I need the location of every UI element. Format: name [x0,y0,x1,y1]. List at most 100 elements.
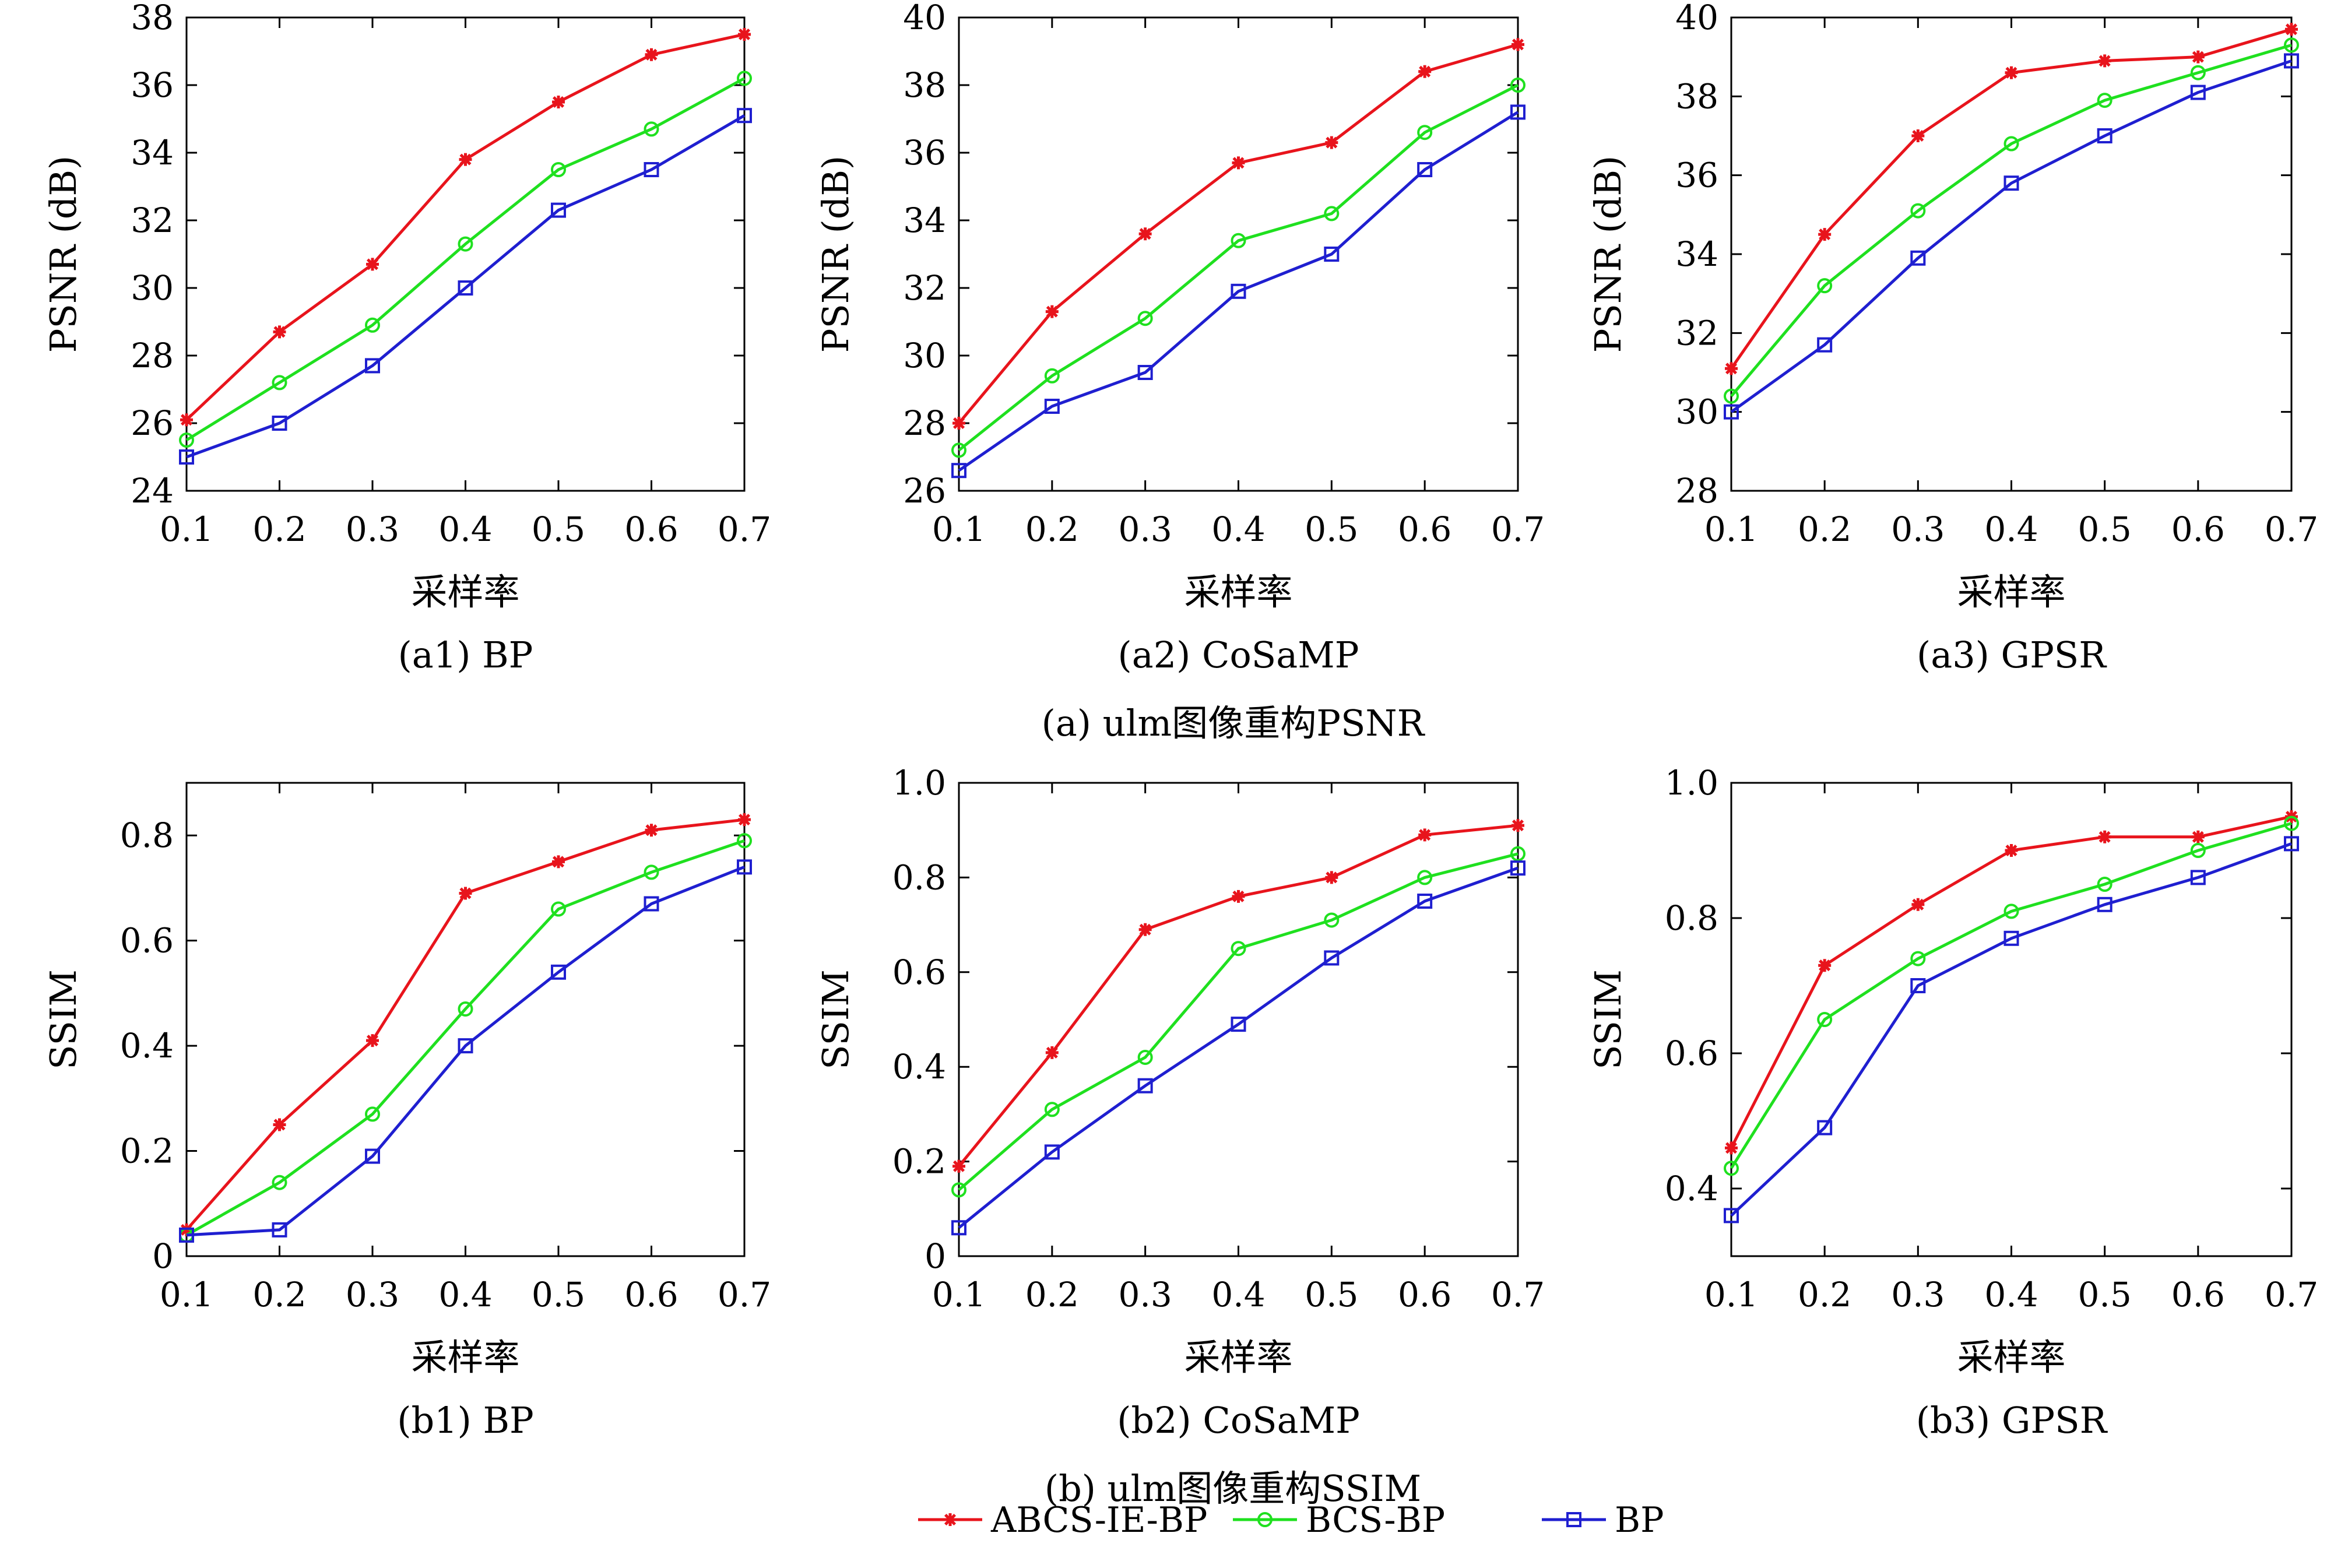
panel-caption: (b2) CoSaMP [1117,1399,1360,1442]
data-point [551,202,566,218]
data-point [1910,250,1926,266]
data-point [2190,65,2206,80]
data-point [1045,1046,1059,1059]
data-point [2098,54,2111,68]
x-tick-label: 0.7 [2265,509,2318,549]
chart-panel: 0.1 0.2 0.3 0.4 0.5 0.6 0.7 24 26 28 30 32 34 36 38 采样率… [42,0,771,676]
group-caption-ssim: (b) ulm图像重构SSIM [1045,1467,1421,1510]
x-tick-label: 0.2 [252,1275,306,1314]
data-point [1044,1144,1060,1160]
data-point [2191,50,2205,64]
y-tick-label: 36 [1675,156,1718,195]
chart-panel: 0.1 0.2 0.3 0.4 0.5 0.6 0.7 0.4 0.6 0.8 1.0 采样率 SSIM… [1587,763,2318,1442]
data-point [2190,870,2206,885]
data-point [273,1118,286,1131]
data-point [551,162,566,177]
data-point [2097,93,2112,108]
series-line [1730,815,2292,1149]
legend-item: BP [1542,1500,1664,1541]
data-point [272,416,287,431]
data-point [951,442,966,458]
legend: ABCS-IE-BP BCS-BP BP [918,1500,1664,1541]
y-tick-label: 1.0 [1665,763,1718,803]
x-tick-label: 0.3 [1119,1275,1172,1314]
y-axis-label: PSNR (dB) [1587,156,1629,353]
series-line [185,33,745,421]
legend-marker [1257,1512,1273,1527]
y-tick-label: 30 [131,268,174,308]
x-tick-label: 0.5 [532,1275,585,1314]
y-tick-label: 0.4 [892,1047,946,1087]
data-point [1324,912,1340,928]
data-point [645,48,658,61]
y-tick-label: 40 [1675,0,1718,37]
x-axis-label: 采样率 [1957,571,2065,613]
data-point [644,121,659,137]
y-tick-label: 0.6 [1665,1033,1718,1073]
data-point [272,1175,287,1190]
y-tick-label: 38 [1675,76,1718,116]
x-tick-label: 0.1 [160,1275,213,1314]
data-point [365,317,380,333]
panel-caption: (a2) CoSaMP [1118,634,1359,676]
data-point [2284,53,2299,69]
data-point [552,855,565,869]
x-tick-label: 0.2 [1798,509,1851,549]
y-axis-label: SSIM [1587,969,1629,1070]
y-tick-label: 32 [131,201,174,240]
y-tick-label: 1.0 [892,763,946,803]
x-axis-label: 采样率 [1957,1336,2065,1379]
x-tick-label: 0.7 [2265,1275,2318,1314]
data-point [2097,877,2112,892]
x-tick-label: 0.4 [1211,1275,1265,1314]
series-line [185,77,746,442]
data-point [1725,1141,1738,1155]
data-point [737,71,752,86]
data-point [737,833,752,849]
data-point [738,813,751,827]
data-point [1325,136,1338,149]
data-point [458,1001,473,1017]
data-point [1231,941,1246,957]
data-point [1417,870,1433,885]
x-tick-label: 0.2 [1025,509,1079,549]
data-point [1512,38,1524,51]
data-point [1044,1102,1060,1117]
data-point [552,96,565,108]
series-line [186,114,746,459]
data-point [1045,305,1059,318]
group-caption-psnr: (a) ulm图像重构PSNR [1042,702,1426,744]
data-point [1324,950,1340,966]
data-point [2003,930,2019,946]
data-point [1137,1049,1153,1065]
data-point [644,162,659,177]
y-axis-label: PSNR (dB) [42,156,85,353]
legend-label: ABCS-IE-BP [990,1500,1207,1541]
x-axis-label: 采样率 [411,1336,519,1379]
data-point [2284,815,2299,831]
data-point [1324,206,1340,222]
data-point [180,413,193,427]
panel-caption: (b3) GPSR [1916,1399,2108,1442]
data-point [737,859,752,875]
x-tick-label: 0.4 [1984,1275,2038,1314]
data-point [2190,85,2206,100]
data-point [1325,871,1338,884]
data-point [2097,128,2112,143]
x-tick-label: 0.3 [346,1275,399,1314]
data-point [366,1034,379,1047]
y-tick-label: 34 [1675,234,1718,274]
series-line [1730,43,2292,398]
y-tick-label: 40 [903,0,946,37]
data-point [951,1220,966,1236]
data-point [737,108,752,124]
y-tick-label: 26 [131,403,174,443]
y-tick-label: 0.2 [120,1131,174,1171]
y-tick-label: 24 [131,471,174,511]
x-tick-label: 0.7 [718,1275,771,1314]
data-point [459,153,472,166]
data-point [952,417,965,430]
data-point [2190,843,2206,858]
data-point [1818,959,1832,972]
data-point [1324,247,1340,262]
